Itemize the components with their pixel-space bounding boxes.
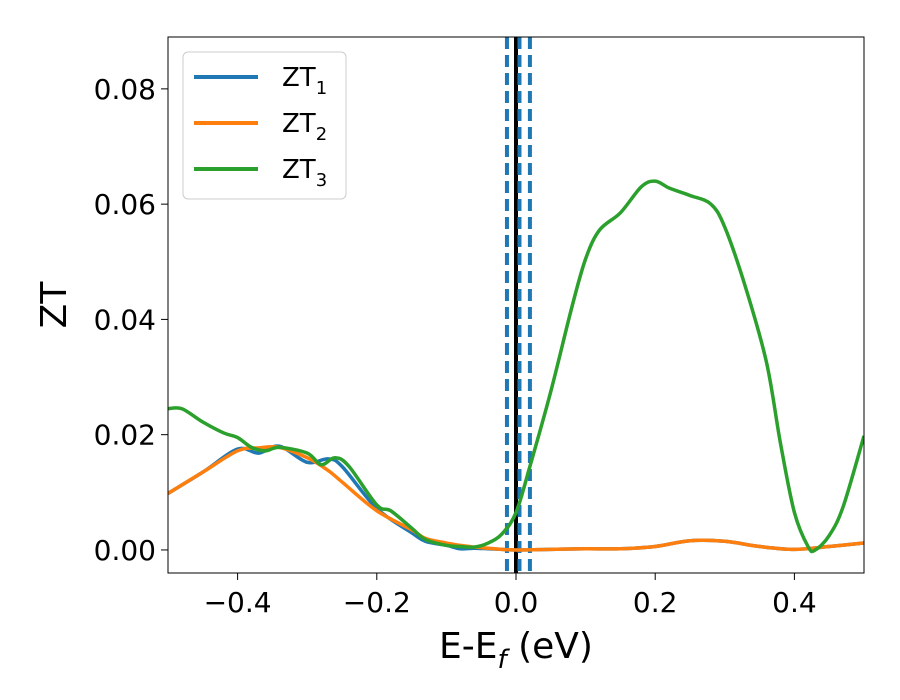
x-axis: −0.4 −0.2 0.0 0.2 0.4 (204, 573, 817, 619)
y-tick-label: 0.08 (94, 73, 156, 106)
y-tick-label: 0.00 (94, 534, 156, 567)
legend-label-zt1: ZT1 (282, 63, 327, 99)
legend-label-zt3: ZT3 (282, 155, 327, 191)
reference-lines (504, 37, 532, 573)
x-tick-label: 0.0 (494, 586, 539, 619)
x-tick-label: −0.2 (343, 586, 411, 619)
y-axis-label: ZT (34, 281, 75, 329)
series-line-zt3 (168, 179, 864, 554)
y-tick-label: 0.06 (94, 188, 156, 221)
x-axis-label: E-Ef (eV) (439, 626, 593, 675)
x-tick-label: −0.4 (204, 586, 272, 619)
y-tick-label: 0.04 (94, 303, 156, 336)
x-tick-label: 0.2 (633, 586, 678, 619)
legend-box (182, 51, 347, 200)
y-axis: 0.00 0.02 0.04 0.06 0.08 (94, 73, 168, 567)
series-lines (168, 179, 864, 554)
legend: ZT1 ZT2 ZT3 (182, 51, 347, 200)
y-tick-label: 0.02 (94, 419, 156, 452)
x-tick-label: 0.4 (772, 586, 817, 619)
legend-label-zt2: ZT2 (282, 109, 327, 145)
